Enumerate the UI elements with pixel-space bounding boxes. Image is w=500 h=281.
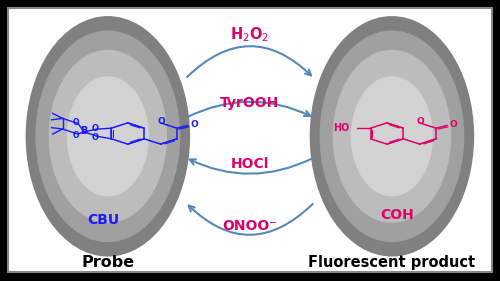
Text: O: O: [417, 117, 424, 126]
Ellipse shape: [320, 31, 464, 242]
Text: O: O: [158, 117, 166, 126]
FancyBboxPatch shape: [8, 8, 492, 272]
Text: COH: COH: [380, 208, 414, 222]
Text: HOCl: HOCl: [230, 157, 269, 171]
Ellipse shape: [36, 31, 180, 242]
Ellipse shape: [66, 76, 149, 196]
Ellipse shape: [310, 16, 474, 257]
Text: O: O: [449, 120, 457, 129]
Text: O: O: [72, 118, 78, 127]
Ellipse shape: [26, 16, 190, 257]
Ellipse shape: [332, 50, 451, 223]
Text: Probe: Probe: [82, 255, 134, 270]
Text: B: B: [80, 126, 87, 136]
Text: O: O: [72, 131, 78, 140]
Text: CBU: CBU: [87, 213, 119, 227]
Text: HO: HO: [332, 123, 349, 133]
Text: O: O: [92, 133, 98, 142]
Text: ONOO⁻: ONOO⁻: [222, 219, 277, 233]
Ellipse shape: [351, 76, 433, 196]
Ellipse shape: [48, 50, 167, 223]
Text: O: O: [92, 124, 98, 133]
Text: O: O: [190, 120, 198, 129]
Text: H$_2$O$_2$: H$_2$O$_2$: [230, 25, 270, 44]
Text: Fluorescent product: Fluorescent product: [308, 255, 476, 270]
Text: TyrOOH: TyrOOH: [220, 96, 280, 110]
